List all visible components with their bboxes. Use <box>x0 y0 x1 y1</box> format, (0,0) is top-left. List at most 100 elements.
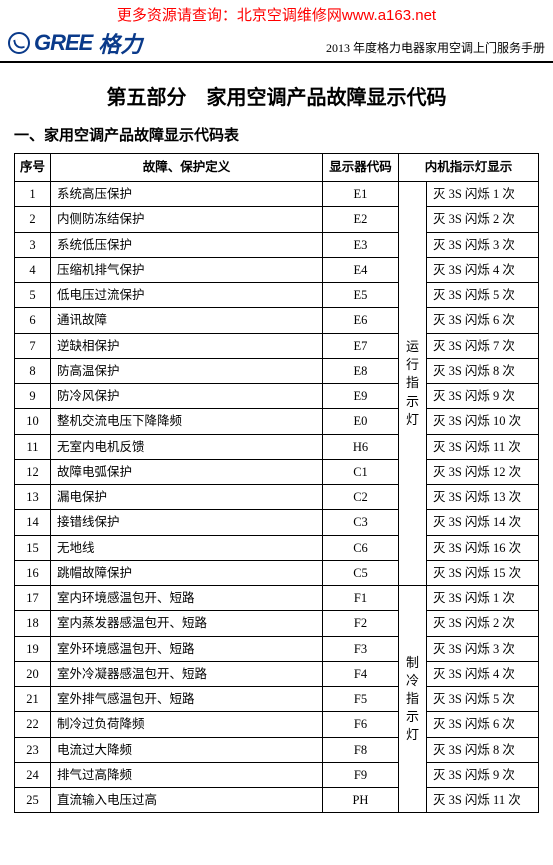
cell-code: H6 <box>322 434 398 459</box>
table-row: 4压缩机排气保护E4灭 3S 闪烁 4 次 <box>15 257 539 282</box>
cell-code: C5 <box>322 560 398 585</box>
cell-indicator: 灭 3S 闪烁 14 次 <box>426 510 538 535</box>
table-row: 7逆缺相保护E7 灭 3S 闪烁 7 次 <box>15 333 539 358</box>
cell-index: 5 <box>15 283 51 308</box>
table-wrapper: 序号 故障、保护定义 显示器代码 内机指示灯显示 1系统高压保护E1运行指示灯灭… <box>0 153 553 813</box>
cell-indicator: 灭 3S 闪烁 7 次 <box>426 333 538 358</box>
cell-indicator: 灭 3S 闪烁 5 次 <box>426 687 538 712</box>
table-row: 24排气过高降频F9灭 3S 闪烁 9 次 <box>15 762 539 787</box>
cell-indicator: 灭 3S 闪烁 11 次 <box>426 434 538 459</box>
cell-code: F4 <box>322 661 398 686</box>
cell-definition: 低电压过流保护 <box>51 283 323 308</box>
cell-code: F2 <box>322 611 398 636</box>
cell-indicator: 灭 3S 闪烁 5 次 <box>426 283 538 308</box>
cell-index: 2 <box>15 207 51 232</box>
table-row: 15无地线C6灭 3S 闪烁 16 次 <box>15 535 539 560</box>
col-index: 序号 <box>15 154 51 182</box>
subsection-title: 一、家用空调产品故障显示代码表 <box>14 124 553 145</box>
cell-indicator: 灭 3S 闪烁 11 次 <box>426 788 538 813</box>
table-row: 9防冷风保护E9灭 3S 闪烁 9 次 <box>15 384 539 409</box>
cell-indicator: 灭 3S 闪烁 3 次 <box>426 636 538 661</box>
cell-code: E1 <box>322 182 398 207</box>
table-row: 3系统低压保护E3灭 3S 闪烁 3 次 <box>15 232 539 257</box>
table-row: 5低电压过流保护E5灭 3S 闪烁 5 次 <box>15 283 539 308</box>
table-row: 17室内环境感温包开、短路F1制冷指示灯灭 3S 闪烁 1 次 <box>15 586 539 611</box>
cell-definition: 室外冷凝器感温包开、短路 <box>51 661 323 686</box>
cell-indicator: 灭 3S 闪烁 9 次 <box>426 384 538 409</box>
cell-definition: 系统高压保护 <box>51 182 323 207</box>
cell-indicator: 灭 3S 闪烁 9 次 <box>426 762 538 787</box>
cell-code: E3 <box>322 232 398 257</box>
cell-code: F5 <box>322 687 398 712</box>
col-display-code: 显示器代码 <box>322 154 398 182</box>
cell-index: 12 <box>15 459 51 484</box>
cell-indicator: 灭 3S 闪烁 8 次 <box>426 358 538 383</box>
cell-indicator: 灭 3S 闪烁 6 次 <box>426 308 538 333</box>
cell-definition: 室外环境感温包开、短路 <box>51 636 323 661</box>
cell-indicator: 灭 3S 闪烁 15 次 <box>426 560 538 585</box>
cell-indicator: 灭 3S 闪烁 2 次 <box>426 207 538 232</box>
cell-index: 3 <box>15 232 51 257</box>
table-row: 22制冷过负荷降频F6灭 3S 闪烁 6 次 <box>15 712 539 737</box>
cell-index: 21 <box>15 687 51 712</box>
cell-indicator: 灭 3S 闪烁 4 次 <box>426 661 538 686</box>
cell-code: PH <box>322 788 398 813</box>
cell-definition: 系统低压保护 <box>51 232 323 257</box>
cell-code: E7 <box>322 333 398 358</box>
cell-index: 25 <box>15 788 51 813</box>
cell-code: F9 <box>322 762 398 787</box>
cell-index: 19 <box>15 636 51 661</box>
cell-code: E4 <box>322 257 398 282</box>
cell-index: 23 <box>15 737 51 762</box>
cell-definition: 漏电保护 <box>51 485 323 510</box>
brand-left: GREE 格力 <box>8 27 142 59</box>
header-top: 更多资源请查询：北京空调维修网www.a163.net <box>0 0 553 27</box>
table-row: 20室外冷凝器感温包开、短路F4灭 3S 闪烁 4 次 <box>15 661 539 686</box>
cell-indicator: 灭 3S 闪烁 2 次 <box>426 611 538 636</box>
table-row: 14接错线保护C3灭 3S 闪烁 14 次 <box>15 510 539 535</box>
cell-indicator: 灭 3S 闪烁 13 次 <box>426 485 538 510</box>
cell-index: 11 <box>15 434 51 459</box>
fault-code-table: 序号 故障、保护定义 显示器代码 内机指示灯显示 1系统高压保护E1运行指示灯灭… <box>14 153 539 813</box>
cell-code: C2 <box>322 485 398 510</box>
cell-index: 10 <box>15 409 51 434</box>
cell-definition: 电流过大降频 <box>51 737 323 762</box>
cell-indicator: 灭 3S 闪烁 1 次 <box>426 586 538 611</box>
cell-index: 9 <box>15 384 51 409</box>
cell-code: E2 <box>322 207 398 232</box>
cell-index: 17 <box>15 586 51 611</box>
table-row: 16跳帽故障保护C5灭 3S 闪烁 15 次 <box>15 560 539 585</box>
cell-code: E8 <box>322 358 398 383</box>
table-row: 6通讯故障E6灭 3S 闪烁 6 次 <box>15 308 539 333</box>
cell-index: 4 <box>15 257 51 282</box>
cell-index: 22 <box>15 712 51 737</box>
table-row: 1系统高压保护E1运行指示灯灭 3S 闪烁 1 次 <box>15 182 539 207</box>
top-resource-link[interactable]: 更多资源请查询：北京空调维修网www.a163.net <box>117 7 436 24</box>
table-row: 13漏电保护C2 灭 3S 闪烁 13 次 <box>15 485 539 510</box>
cell-definition: 室内蒸发器感温包开、短路 <box>51 611 323 636</box>
table-row: 25直流输入电压过高PH 灭 3S 闪烁 11 次 <box>15 788 539 813</box>
cell-definition: 跳帽故障保护 <box>51 560 323 585</box>
group-run-indicator: 运行指示灯 <box>398 182 426 586</box>
cell-index: 1 <box>15 182 51 207</box>
table-row: 19室外环境感温包开、短路F3灭 3S 闪烁 3 次 <box>15 636 539 661</box>
cell-code: E9 <box>322 384 398 409</box>
brand-chinese: 格力 <box>98 27 142 59</box>
brand-row: GREE 格力 2013 年度格力电器家用空调上门服务手册 <box>0 27 553 63</box>
cell-index: 14 <box>15 510 51 535</box>
table-row: 23电流过大降频F8灭 3S 闪烁 8 次 <box>15 737 539 762</box>
cell-index: 6 <box>15 308 51 333</box>
cell-indicator: 灭 3S 闪烁 6 次 <box>426 712 538 737</box>
cell-index: 7 <box>15 333 51 358</box>
cell-definition: 室外排气感温包开、短路 <box>51 687 323 712</box>
cell-index: 13 <box>15 485 51 510</box>
col-indicator: 内机指示灯显示 <box>398 154 538 182</box>
group-cool-indicator: 制冷指示灯 <box>398 586 426 813</box>
cell-definition: 逆缺相保护 <box>51 333 323 358</box>
cell-definition: 防高温保护 <box>51 358 323 383</box>
cell-definition: 故障电弧保护 <box>51 459 323 484</box>
cell-definition: 内侧防冻结保护 <box>51 207 323 232</box>
cell-definition: 直流输入电压过高 <box>51 788 323 813</box>
table-row: 10整机交流电压下降降频E0灭 3S 闪烁 10 次 <box>15 409 539 434</box>
col-definition: 故障、保护定义 <box>51 154 323 182</box>
